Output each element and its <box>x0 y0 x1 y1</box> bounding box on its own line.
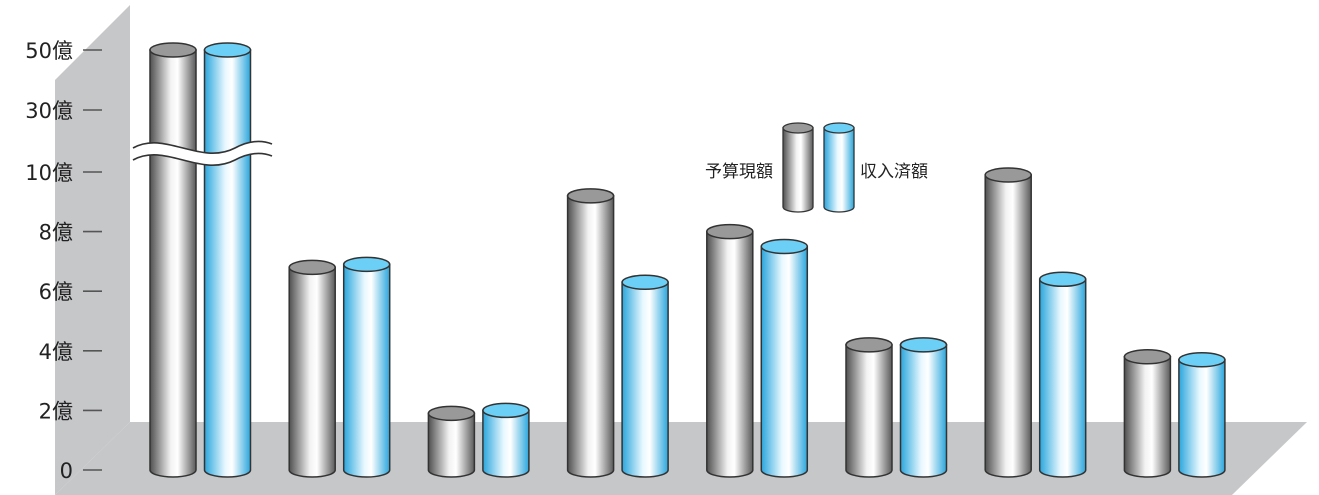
bar-budget <box>984 167 1032 478</box>
bar-budget <box>845 337 893 478</box>
bar-revenue <box>482 402 530 478</box>
legend-label-revenue: 収入済額 <box>860 162 928 182</box>
bar-budget <box>706 223 754 478</box>
bar-budget <box>1123 349 1172 478</box>
bar-revenue <box>1038 271 1087 478</box>
y-tick-label: 2億 <box>39 399 73 423</box>
bar-revenue <box>899 337 948 478</box>
y-tick-label: 8億 <box>39 221 73 245</box>
y-tick-label: 4億 <box>39 340 73 364</box>
side-wall <box>55 5 130 495</box>
bar-revenue <box>203 42 252 478</box>
y-tick-label: 0 <box>60 459 73 483</box>
bar-budget <box>149 42 197 478</box>
y-tick-label: 10億 <box>25 161 73 185</box>
bar-revenue <box>760 238 809 478</box>
bar-revenue <box>342 256 391 478</box>
y-tick-label: 6億 <box>39 280 73 304</box>
legend-label-budget: 予算現額 <box>705 162 773 182</box>
bar-revenue <box>621 274 669 478</box>
y-tick-label: 30億 <box>25 99 73 123</box>
bar-budget <box>288 259 336 478</box>
y-tick-label: 50億 <box>25 39 73 63</box>
legend-swatch-budget <box>782 122 814 213</box>
bar-revenue <box>1178 351 1226 478</box>
y-axis: 0 2億 4億 6億 8億 10億 30億 50億 <box>25 39 102 483</box>
legend-swatch-revenue <box>823 122 855 213</box>
bars <box>132 42 1226 478</box>
legend: 予算現額 収入済額 <box>705 122 928 213</box>
bar-budget <box>427 405 476 478</box>
bar-budget <box>566 188 615 478</box>
